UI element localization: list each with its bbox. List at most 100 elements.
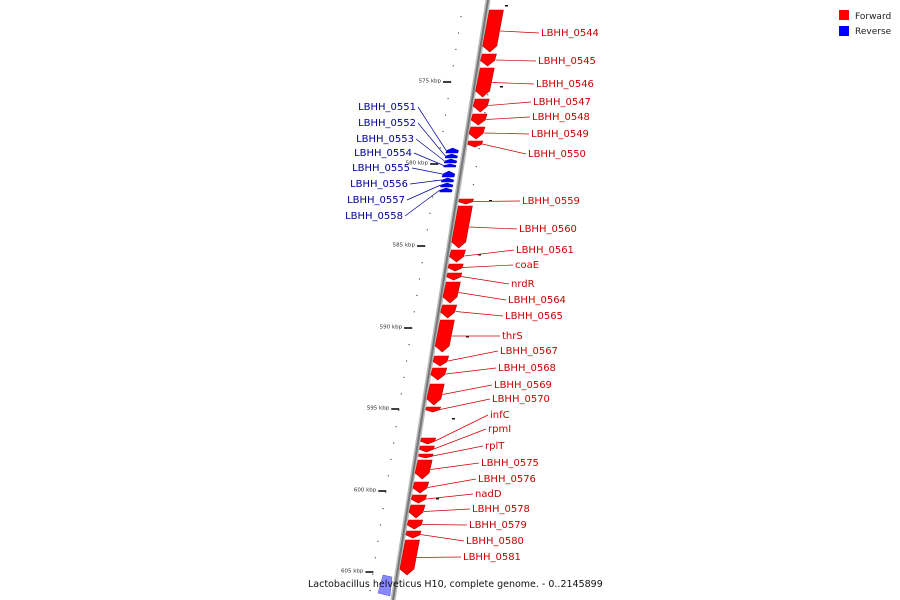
legend-reverse-swatch bbox=[839, 26, 849, 36]
reverse-gene-arrow bbox=[444, 153, 458, 159]
reverse-gene-label: LBHH_0554 bbox=[354, 148, 412, 159]
reverse-gene-label: LBHH_0556 bbox=[350, 179, 408, 190]
minor-tick bbox=[472, 184, 475, 186]
forward-gene-label: LBHH_0578 bbox=[472, 504, 530, 515]
minor-tick bbox=[379, 524, 382, 526]
reverse-gene-arrow bbox=[443, 158, 458, 164]
forward-gene-connector bbox=[420, 534, 465, 542]
kbp-tick-label: 585 kbp bbox=[393, 243, 416, 249]
forward-gene-arrow bbox=[430, 367, 448, 381]
legend-forward-label: Forward bbox=[855, 12, 891, 22]
reverse-gene-labels: LBHH_0551 LBHH_0552 LBHH_0553 LBHH_0554 LBHH… bbox=[345, 102, 447, 222]
forward-gene-label: LBHH_0545 bbox=[538, 56, 596, 67]
reverse-gene-arrow bbox=[439, 187, 453, 193]
minor-tick bbox=[418, 278, 421, 280]
minor-tick bbox=[390, 458, 392, 460]
forward-gene-connector bbox=[425, 493, 474, 500]
map-caption: Lactobacillus helveticus H10, complete g… bbox=[308, 579, 603, 590]
kbp-tick-label: 575 kbp bbox=[419, 79, 442, 85]
forward-gene-arrow bbox=[475, 67, 495, 98]
forward-gene-connector bbox=[469, 226, 518, 230]
forward-gene-arrow bbox=[482, 9, 504, 53]
forward-gene-arrow bbox=[451, 205, 473, 249]
forward-gene-arrow bbox=[418, 453, 434, 459]
gap-tick bbox=[478, 254, 481, 256]
reverse-gene-connector bbox=[415, 138, 445, 162]
gap-tick bbox=[500, 86, 503, 88]
forward-gene-label: LBHH_0559 bbox=[522, 196, 580, 207]
minor-tick bbox=[426, 229, 428, 231]
minor-tick bbox=[382, 508, 384, 510]
forward-gene-arrow bbox=[434, 319, 455, 353]
forward-gene-label: LBHH_0581 bbox=[463, 552, 521, 563]
forward-gene-arrow bbox=[480, 53, 497, 67]
minor-tick bbox=[398, 409, 400, 411]
forward-gene-arrow bbox=[432, 355, 450, 367]
gap-tick bbox=[452, 418, 455, 420]
gap-tick bbox=[466, 336, 469, 338]
forward-gene-connector bbox=[445, 367, 497, 375]
minor-tick bbox=[392, 442, 395, 444]
forward-gene-connector bbox=[458, 292, 507, 301]
minor-tick bbox=[442, 130, 444, 132]
forward-gene-arrow bbox=[425, 406, 441, 413]
forward-gene-arrow bbox=[458, 198, 474, 205]
reverse-gene-connector bbox=[406, 184, 441, 201]
forward-gene-label: LBHH_0560 bbox=[519, 224, 577, 235]
forward-gene-connector bbox=[433, 428, 487, 450]
forward-gene-label: nadD bbox=[475, 489, 502, 500]
forward-gene-label: LBHH_0580 bbox=[466, 536, 524, 547]
forward-gene-connector bbox=[423, 508, 471, 512]
legend: Forward Reverse bbox=[839, 10, 892, 37]
forward-gene-connector bbox=[495, 59, 537, 62]
forward-gene-connector bbox=[427, 478, 477, 488]
minor-tick bbox=[395, 426, 397, 428]
forward-gene-connector bbox=[483, 132, 530, 135]
forward-gene-connector bbox=[432, 445, 484, 457]
forward-gene-label: LBHH_0550 bbox=[528, 149, 586, 160]
forward-gene-connector bbox=[462, 264, 514, 268]
minor-tick bbox=[429, 212, 431, 214]
forward-gene-connector bbox=[473, 200, 521, 202]
reverse-gene-arrow bbox=[443, 163, 457, 168]
minor-tick bbox=[457, 32, 460, 34]
forward-gene-arrow bbox=[447, 263, 464, 272]
forward-gene-arrow bbox=[472, 98, 490, 113]
reverse-gene-arrow bbox=[445, 147, 459, 154]
minor-tick bbox=[405, 360, 408, 362]
reverse-gene-label: LBHH_0552 bbox=[358, 118, 416, 129]
kbp-tick-label: 580 kbp bbox=[406, 161, 429, 167]
reverse-gene-label: LBHH_0558 bbox=[345, 211, 403, 222]
minor-tick bbox=[421, 262, 423, 264]
kbp-tick-label: 605 kbp bbox=[341, 569, 364, 575]
forward-gene-label: LBHH_0546 bbox=[536, 79, 594, 90]
gap-tick bbox=[505, 5, 508, 7]
minor-tick bbox=[460, 16, 462, 18]
gap-tick bbox=[489, 200, 492, 202]
minor-tick bbox=[387, 475, 389, 477]
forward-gene-arrow bbox=[419, 445, 435, 453]
forward-gene-label: LBHH_0576 bbox=[478, 474, 536, 485]
forward-gene-label: infC bbox=[490, 410, 510, 421]
reverse-gene-arrow bbox=[440, 182, 454, 188]
minor-tick bbox=[416, 294, 418, 296]
forward-gene-connector bbox=[455, 311, 504, 317]
minor-tick bbox=[385, 491, 387, 493]
forward-gene-label: rplT bbox=[485, 441, 505, 452]
forward-gene-connector bbox=[442, 384, 493, 395]
minor-tick bbox=[413, 311, 415, 313]
forward-gene-label: LBHH_0549 bbox=[531, 129, 589, 140]
reverse-gene-connector bbox=[409, 179, 442, 185]
forward-gene-label: rpmI bbox=[488, 424, 511, 435]
kbp-ticks: 575 kbp 580 kbp 585 kbp 590 kbp 595 kbp 600 k… bbox=[341, 79, 452, 575]
minor-tick bbox=[475, 166, 477, 168]
reverse-gene-connector bbox=[404, 189, 441, 217]
minor-tick bbox=[484, 112, 486, 114]
forward-gene-connector bbox=[421, 524, 468, 526]
forward-gene-label: LBHH_0564 bbox=[508, 295, 566, 306]
kbp-tick-label: 600 kbp bbox=[354, 488, 377, 494]
minor-tick bbox=[455, 48, 457, 50]
forward-gene-label: LBHH_0579 bbox=[469, 520, 527, 531]
forward-gene-label: thrS bbox=[502, 331, 523, 342]
